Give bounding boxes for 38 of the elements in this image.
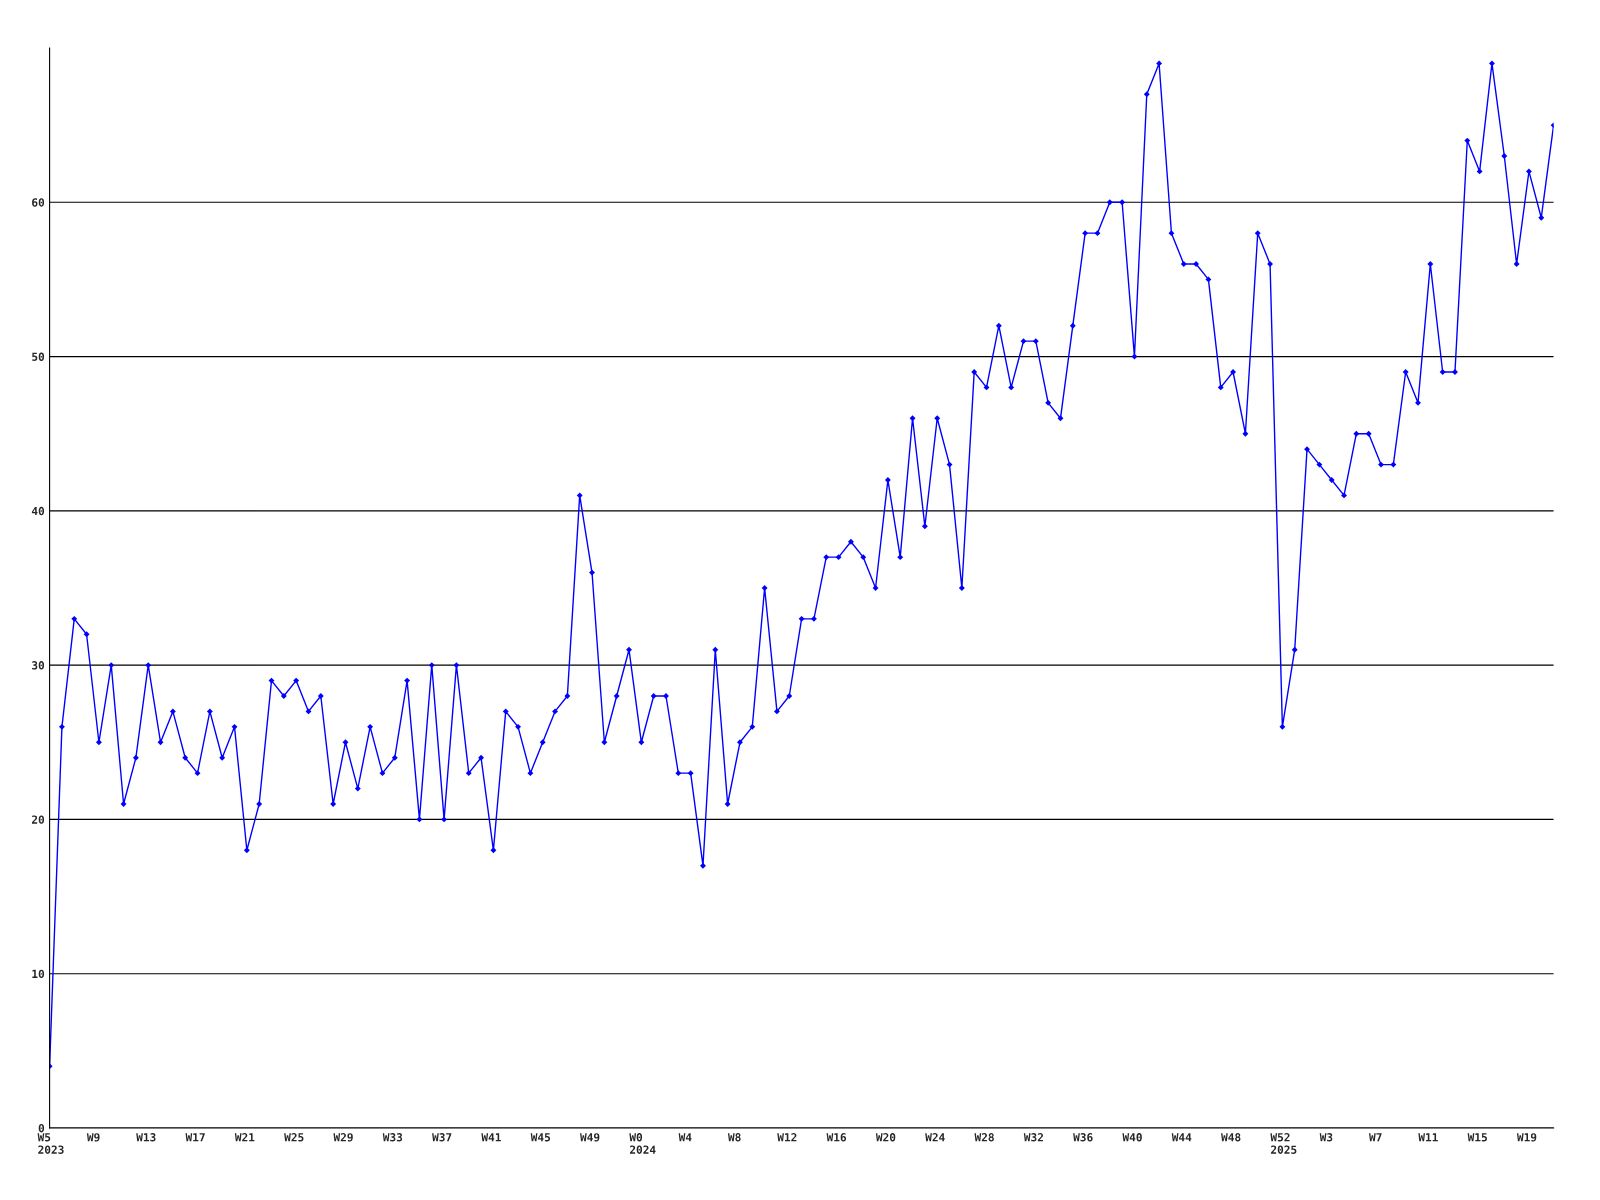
y-tick-label: 60	[32, 198, 45, 207]
x-tick-label: W7	[1369, 1133, 1382, 1142]
x-tick-label: W9	[86, 1133, 100, 1142]
x-tick-label: W52 2025	[1270, 1133, 1297, 1154]
x-tick-label: W28	[974, 1133, 994, 1142]
x-tick-label: W44	[1171, 1133, 1192, 1142]
x-tick-label: W3	[1319, 1133, 1333, 1142]
x-tick-label: W11	[1418, 1133, 1438, 1142]
x-tick-label: W8	[727, 1133, 741, 1142]
x-tick-label: W4	[678, 1133, 692, 1142]
x-tick-label: W0 2024	[629, 1133, 656, 1154]
x-tick-label: W12	[777, 1133, 797, 1142]
x-tick-label: W33	[382, 1133, 403, 1142]
y-tick-label: 40	[31, 506, 45, 516]
y-tick-label: 0	[38, 1123, 45, 1133]
x-tick-label: W32	[1023, 1133, 1043, 1142]
x-tick-label: W13	[136, 1133, 156, 1142]
x-tick-label: W20	[875, 1133, 896, 1142]
x-tick-label: W40	[1122, 1133, 1142, 1142]
x-tick-label: W21	[234, 1133, 255, 1142]
x-tick-label: W24	[925, 1133, 945, 1142]
x-tick-label: W25	[284, 1133, 304, 1142]
x-tick-label: W15	[1467, 1133, 1487, 1142]
x-tick-label: W41	[481, 1133, 501, 1142]
x-tick-label: W17	[185, 1133, 205, 1142]
x-tick-label: W37	[432, 1133, 452, 1142]
x-tick-label: W48	[1221, 1133, 1241, 1142]
y-tick-label: 30	[32, 661, 45, 670]
x-tick-label: W29	[333, 1133, 353, 1142]
x-tick-label: W5 2023	[37, 1133, 64, 1154]
x-tick-label: W45	[530, 1133, 551, 1142]
x-tick-label: W16	[826, 1133, 847, 1142]
y-tick-label: 10	[32, 969, 45, 979]
y-tick-label: 50	[32, 352, 45, 361]
x-tick-label: W49	[580, 1133, 600, 1142]
y-tick-label: 20	[31, 815, 45, 824]
x-tick-label: W19	[1516, 1133, 1537, 1142]
x-tick-label: W36	[1073, 1133, 1093, 1142]
